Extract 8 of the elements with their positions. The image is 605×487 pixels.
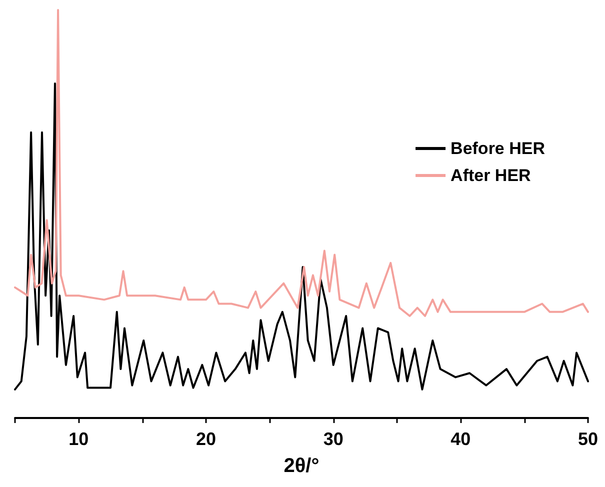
legend-label: Before HER	[450, 139, 546, 158]
legend-label: After HER	[450, 166, 531, 185]
x-tick-label: 10	[68, 429, 89, 449]
x-tick-label: 50	[578, 429, 598, 449]
x-tick-label: 20	[196, 429, 216, 449]
x-tick-label: 40	[450, 429, 471, 449]
x-axis-title: 2θ/°	[284, 455, 320, 477]
x-tick-label: 30	[323, 429, 344, 449]
